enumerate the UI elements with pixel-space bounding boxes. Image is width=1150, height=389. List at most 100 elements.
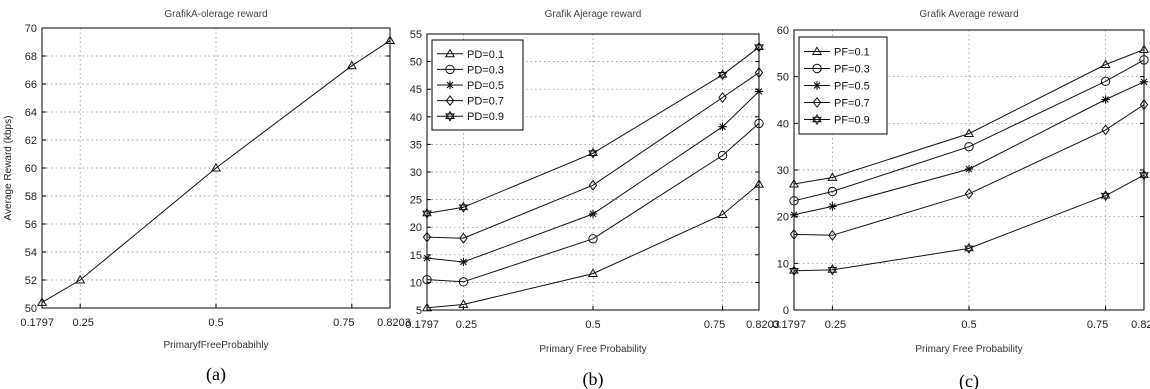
series-line [426, 72, 760, 239]
x-tick-label: 0.25 [72, 317, 93, 329]
data-point [458, 201, 469, 213]
plot-area-frame [426, 33, 760, 311]
legend-marker [444, 48, 456, 58]
y-tick-label: 45 [410, 84, 422, 96]
y-tick-label: 60 [777, 25, 789, 37]
y-tick-label: 25 [410, 195, 422, 207]
data-point [588, 209, 598, 219]
data-point [827, 172, 838, 181]
legend: PD=0.1 PD=0.3 PD=0.5 PD=0.7 PD=0.9 [431, 39, 524, 131]
y-tick-label: 58 [25, 191, 37, 203]
series-line [793, 59, 1145, 202]
y-tick-label: 66 [25, 79, 37, 91]
x-tick-label: 0.25 [456, 319, 477, 331]
y-tick-label: 56 [25, 219, 37, 231]
y-tick-label: 10 [777, 258, 789, 270]
data-point [788, 178, 800, 188]
legend-marker [445, 95, 455, 107]
data-point [1139, 99, 1149, 111]
series-line [793, 49, 1145, 185]
y-tick-label: 54 [25, 247, 37, 259]
legend-label: PF=0.3 [834, 64, 870, 76]
data-point [588, 147, 598, 159]
data-point [1100, 190, 1111, 202]
legend-label: PF=0.9 [834, 115, 870, 127]
legend-label: PD=0.1 [467, 49, 504, 61]
x-tick-label: 0.75 [1087, 319, 1108, 331]
data-point [754, 118, 764, 129]
series-1 [421, 178, 765, 312]
y-tick-label: 10 [410, 277, 422, 289]
data-point [210, 162, 222, 172]
x-tick-label: 0.1797 [772, 319, 806, 331]
x-axis-label: Primary Free Probability [915, 344, 1022, 355]
data-point [421, 302, 433, 312]
data-point [789, 210, 799, 219]
data-point [1139, 55, 1149, 65]
data-point [964, 164, 974, 174]
legend-label: PD=0.3 [467, 64, 504, 76]
x-axis-label: Primary Free Probability [539, 344, 646, 355]
y-tick-label: 60 [25, 163, 37, 175]
y-tick-label: 70 [25, 23, 37, 35]
legend-marker [445, 110, 455, 122]
legend-marker [812, 81, 822, 90]
data-point [718, 122, 727, 131]
data-point [1138, 44, 1150, 54]
legend-marker [812, 63, 822, 74]
data-point [1101, 95, 1110, 104]
data-point [754, 87, 764, 96]
data-point [458, 277, 469, 287]
data-point [717, 209, 728, 218]
series-5 [422, 41, 764, 219]
data-point [963, 128, 975, 138]
legend-marker [445, 64, 455, 75]
y-tick-label: 5 [416, 305, 422, 317]
y-tick-label: 30 [410, 167, 422, 179]
legend-label: PD=0.7 [467, 96, 504, 108]
x-axis-label: PrimaryfFreeProbabihly [163, 340, 268, 351]
y-axis-label: Average Reward (kbps) [3, 116, 14, 221]
legend: PF=0.1 PF=0.3 PF=0.5 PF=0.7 PF=0.9 [798, 36, 888, 135]
legend-marker [812, 113, 822, 126]
legend-marker [812, 96, 822, 109]
legend-label: PF=0.5 [834, 81, 870, 93]
data-point [588, 179, 598, 191]
series-1 [788, 44, 1150, 188]
y-tick-label: 35 [410, 139, 422, 151]
series-line [426, 123, 760, 283]
y-tick-label: 68 [25, 51, 37, 63]
panel-label: (a) [206, 364, 226, 385]
series-line [793, 104, 1145, 236]
data-point [1139, 169, 1149, 181]
chart-panel-1: GrafikA-olerage reward 50 52 54 56 58 60 62 64 66… [3, 9, 411, 385]
legend-marker [811, 46, 823, 55]
data-point [384, 35, 396, 45]
data-point [754, 41, 764, 53]
y-tick-label: 20 [410, 222, 422, 234]
series-2 [789, 55, 1149, 206]
data-point [459, 232, 468, 244]
data-point [588, 234, 598, 244]
chart-title: Grafik Ajerage reward [545, 9, 642, 20]
series-1 [36, 35, 396, 306]
y-tick-label: 62 [25, 135, 37, 147]
data-point [75, 274, 86, 284]
legend-label: PF=0.7 [834, 98, 870, 110]
x-tick-label: 0.8203 [377, 317, 411, 329]
chart-title: Grafik Average reward [919, 9, 1018, 20]
legend-marker [445, 80, 455, 90]
legend-label: PD=0.5 [467, 80, 504, 92]
y-tick-label: 40 [410, 112, 422, 124]
data-point [789, 265, 799, 277]
x-tick-label: 0.5 [961, 319, 976, 331]
data-point [458, 299, 469, 308]
data-point [789, 196, 799, 206]
x-tick-label: 0.1797 [20, 317, 54, 329]
x-tick-label: 0.1797 [405, 319, 439, 331]
x-tick-label: 0.8203 [1131, 319, 1150, 331]
y-tick-label: 40 [777, 118, 789, 130]
series-line [41, 40, 391, 303]
y-tick-label: 15 [410, 250, 422, 262]
